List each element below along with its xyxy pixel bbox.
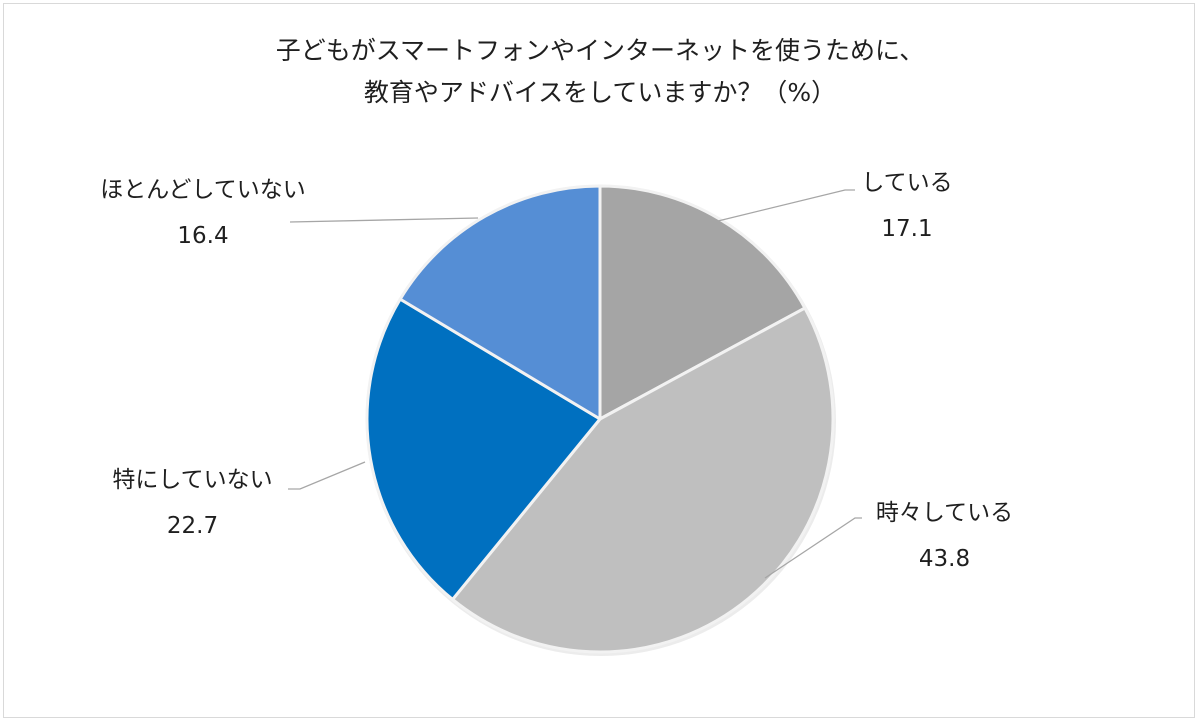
data-label-value: 43.8 [918,546,971,572]
pie-slices [365,184,836,656]
data-label-value: 16.4 [177,223,229,249]
pie-slice-4 [398,184,602,421]
chart-title-line-1: 子どもがスマートフォンやインターネットを使うために、 [275,36,925,65]
data-label-hotondo: ほとんどしていない 16.4 [68,175,338,251]
pie-slice-2 [451,306,835,654]
leader-line-tokidoki [764,517,862,579]
data-label-value: 17.1 [881,216,933,242]
leader-lines [288,189,862,579]
pie-slice-1 [598,184,807,421]
data-label-tokuni: 特にしていない 22.7 [95,465,290,541]
data-label-category: 特にしていない [112,467,273,493]
chart-title: 子どもがスマートフォンやインターネットを使うために、 教育やアドバイスをしていま… [0,30,1200,114]
data-label-category: ほとんどしていない [100,177,306,203]
leader-line-shiteiru [717,189,855,222]
data-label-shiteiru: している 17.1 [842,168,972,244]
leader-line-tokuni [288,461,366,490]
data-label-category: している [861,170,953,196]
data-label-value: 22.7 [166,513,219,539]
image-frame [3,3,1195,718]
pie-slice-3 [365,297,602,601]
data-label-category: 時々している [875,500,1014,526]
chart-title-line-2: 教育やアドバイスをしていますか？（%） [363,78,837,107]
leader-line-hotondo [289,217,479,223]
data-label-tokidoki: 時々している 43.8 [852,498,1037,574]
